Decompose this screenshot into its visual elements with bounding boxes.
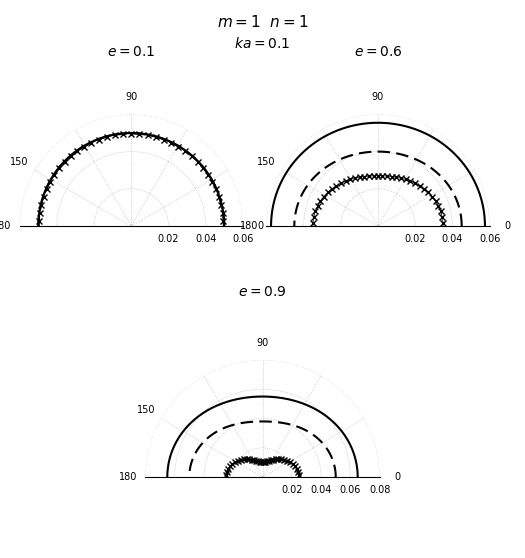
Text: $ka = 0.1$: $ka = 0.1$ bbox=[234, 36, 291, 51]
Text: $e = 0.6$: $e = 0.6$ bbox=[354, 45, 402, 59]
Text: $e = 0.1$: $e = 0.1$ bbox=[107, 45, 155, 59]
Text: $e = 0.9$: $e = 0.9$ bbox=[238, 285, 287, 299]
Text: $m = 1$  $n = 1$: $m = 1$ $n = 1$ bbox=[217, 14, 308, 30]
